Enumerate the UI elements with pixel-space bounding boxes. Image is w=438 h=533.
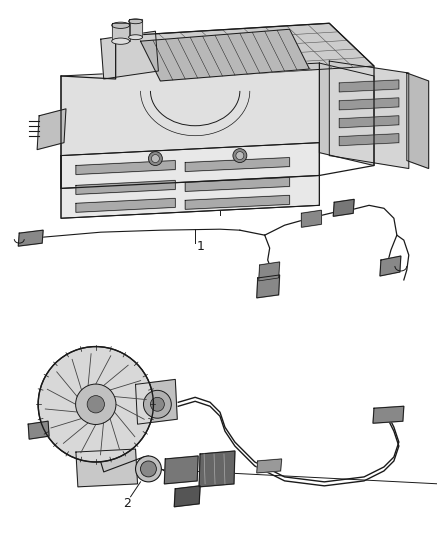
Polygon shape (76, 449, 138, 487)
Polygon shape (185, 196, 290, 209)
Polygon shape (301, 211, 321, 227)
Polygon shape (116, 23, 374, 79)
Circle shape (144, 390, 171, 418)
Polygon shape (101, 31, 159, 79)
Ellipse shape (129, 35, 142, 39)
Ellipse shape (129, 19, 142, 24)
Circle shape (236, 151, 244, 159)
Circle shape (76, 384, 116, 424)
Polygon shape (135, 379, 177, 424)
Ellipse shape (112, 22, 130, 28)
Polygon shape (185, 177, 290, 191)
Polygon shape (129, 19, 142, 37)
Polygon shape (319, 63, 374, 166)
Polygon shape (112, 23, 130, 41)
Circle shape (87, 395, 104, 413)
Polygon shape (380, 256, 401, 276)
Polygon shape (339, 98, 399, 110)
Polygon shape (259, 262, 279, 281)
Text: 2: 2 (124, 497, 131, 510)
Polygon shape (37, 109, 66, 150)
Polygon shape (185, 158, 290, 172)
Polygon shape (28, 421, 49, 439)
Ellipse shape (112, 38, 130, 44)
Polygon shape (141, 29, 309, 81)
Circle shape (152, 155, 159, 163)
Polygon shape (76, 198, 175, 212)
Polygon shape (407, 73, 429, 168)
Circle shape (150, 397, 164, 411)
Circle shape (148, 151, 162, 166)
Circle shape (141, 461, 156, 477)
Polygon shape (257, 275, 279, 298)
Polygon shape (199, 451, 235, 487)
Circle shape (135, 456, 161, 482)
Polygon shape (329, 61, 409, 168)
Polygon shape (61, 63, 319, 188)
Polygon shape (174, 486, 200, 507)
Polygon shape (61, 143, 319, 218)
Polygon shape (339, 134, 399, 146)
Circle shape (233, 149, 247, 163)
Text: 1: 1 (197, 240, 205, 253)
Polygon shape (76, 160, 175, 174)
Polygon shape (339, 116, 399, 128)
Circle shape (38, 346, 153, 462)
Polygon shape (76, 181, 175, 195)
Polygon shape (333, 199, 354, 216)
Polygon shape (18, 230, 43, 246)
Polygon shape (164, 456, 198, 484)
Polygon shape (373, 406, 404, 423)
Polygon shape (339, 80, 399, 92)
Polygon shape (257, 459, 282, 473)
